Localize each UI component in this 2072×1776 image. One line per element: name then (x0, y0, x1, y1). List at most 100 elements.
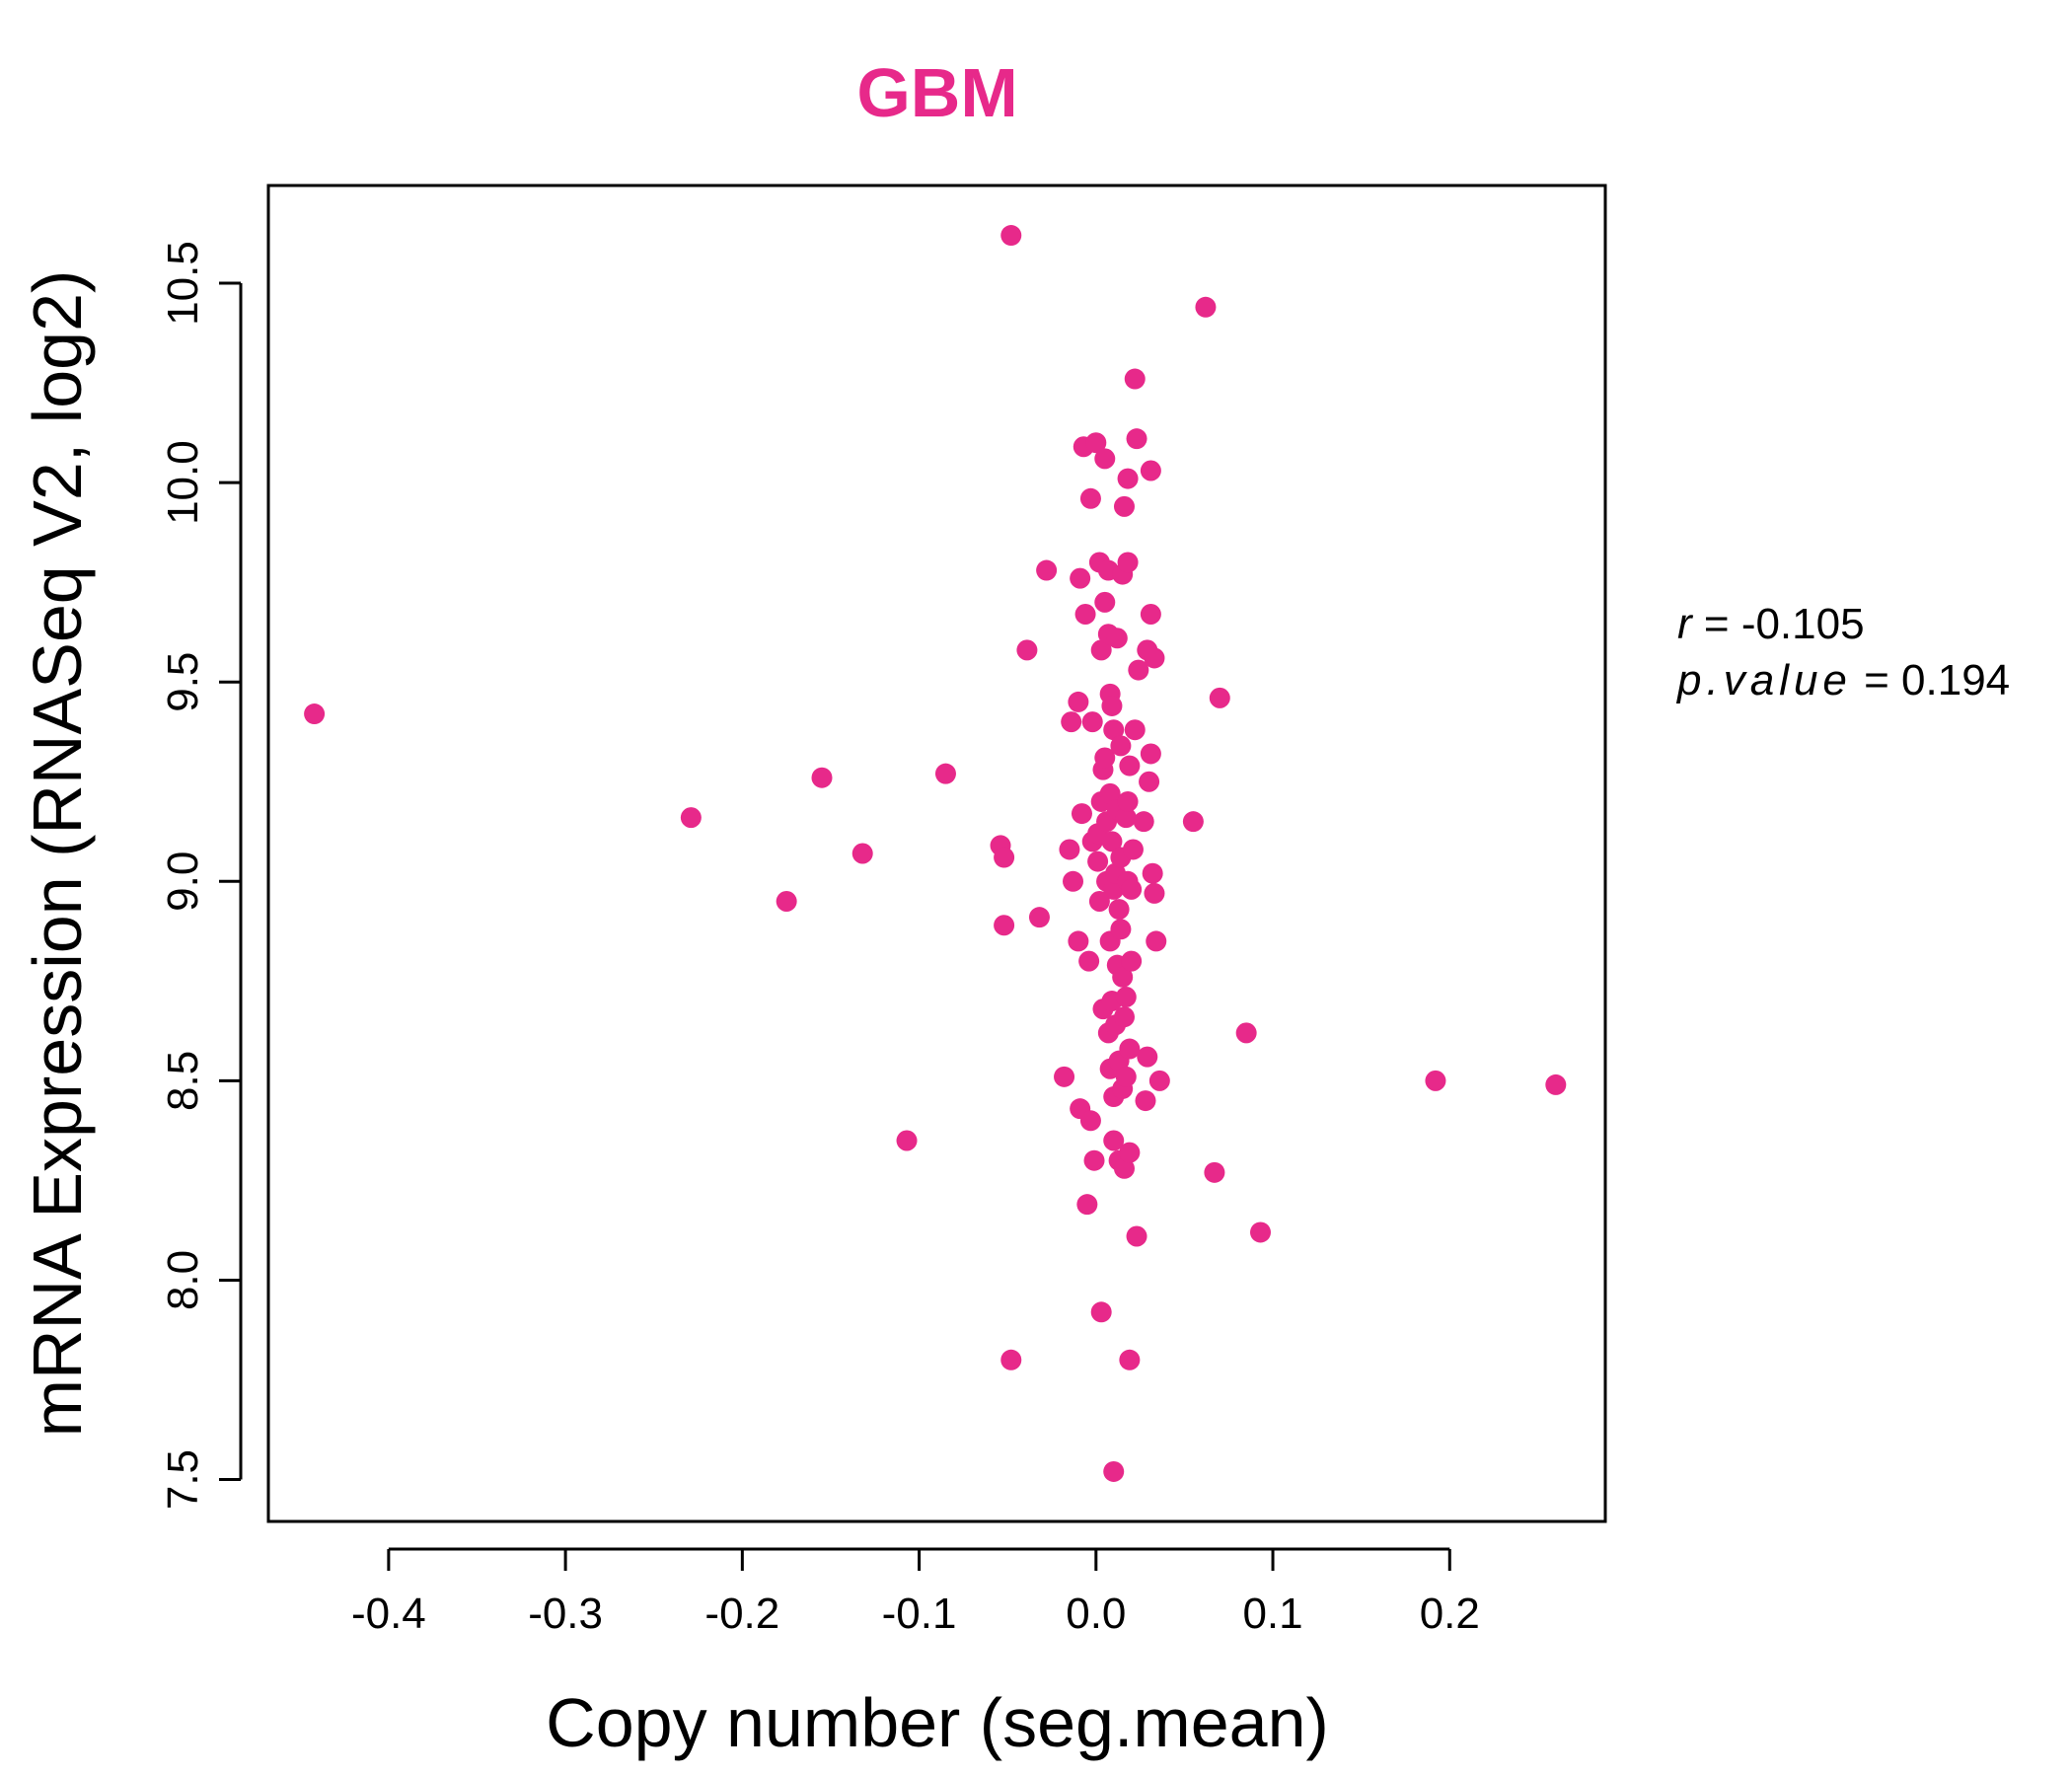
data-point (1117, 552, 1139, 573)
data-point (1081, 711, 1103, 733)
data-point (1054, 1066, 1075, 1087)
data-point (1115, 1066, 1137, 1087)
data-point (1204, 1161, 1225, 1183)
data-point (1061, 711, 1082, 733)
data-point (1000, 225, 1022, 247)
p-label: p.value (1675, 656, 1852, 704)
data-point (1115, 987, 1137, 1008)
data-point (776, 891, 797, 913)
data-point (1103, 1460, 1125, 1482)
y-tick-label: 10.0 (159, 440, 207, 525)
data-point (1117, 790, 1139, 812)
x-tick-label: 0.2 (1420, 1590, 1480, 1638)
y-tick-label: 8.5 (159, 1051, 207, 1111)
x-tick-label: -0.1 (882, 1590, 957, 1638)
data-point (304, 703, 326, 725)
data-point (1016, 639, 1038, 661)
data-point (1249, 1221, 1271, 1243)
data-point (1074, 603, 1096, 625)
data-point (1148, 1070, 1170, 1091)
data-point (1059, 839, 1080, 860)
data-point (1070, 567, 1091, 589)
data-point (1063, 870, 1084, 892)
y-tick-label: 9.5 (159, 652, 207, 712)
data-point (1103, 719, 1125, 741)
data-point (1122, 839, 1144, 860)
data-point (1085, 432, 1107, 454)
data-point (1094, 747, 1116, 769)
data-point (1142, 862, 1163, 884)
data-point (1124, 719, 1146, 741)
data-point (1101, 831, 1123, 852)
data-point (1087, 851, 1109, 872)
r-equals: = (1692, 600, 1741, 648)
data-point (896, 1130, 918, 1151)
data-point (1090, 639, 1112, 661)
data-point (1117, 468, 1139, 489)
data-point (1078, 950, 1100, 972)
data-point (1076, 1194, 1098, 1216)
data-point (1139, 771, 1160, 792)
data-point (1425, 1070, 1446, 1091)
data-point (1068, 930, 1089, 952)
data-point (1545, 1073, 1567, 1095)
data-point (1110, 735, 1132, 757)
svg-text:p.value = 0.194: p.value = 0.194 (1675, 656, 2010, 704)
x-tick-label: 0.0 (1066, 1590, 1126, 1638)
data-point (1079, 487, 1101, 509)
data-point (1028, 907, 1050, 928)
data-point (1121, 950, 1143, 972)
data-point (1124, 368, 1146, 390)
data-point (1235, 1022, 1257, 1044)
x-tick-label: 0.1 (1242, 1590, 1302, 1638)
stats-annotation: r = -0.105 p.value = 0.194 (1675, 600, 2010, 704)
data-point (851, 843, 873, 864)
plot-frame (266, 184, 1607, 1523)
data-point (1144, 882, 1165, 904)
r-value: -0.105 (1741, 600, 1865, 648)
data-point (1090, 1301, 1112, 1323)
data-point (1079, 1110, 1101, 1132)
data-point (1144, 647, 1165, 669)
data-point (1115, 807, 1137, 829)
y-tick-label: 7.5 (159, 1449, 207, 1510)
data-point (1119, 755, 1141, 777)
data-point (1137, 1046, 1158, 1068)
data-point (1126, 1225, 1147, 1247)
data-point (1209, 687, 1230, 708)
data-point (934, 763, 956, 784)
x-axis: -0.4 -0.3 -0.2 -0.1 0.0 0.1 0.2 (351, 1547, 1480, 1638)
data-point (1112, 966, 1134, 988)
data-point (680, 807, 702, 829)
y-tick-label: 9.0 (159, 851, 207, 912)
data-point (994, 915, 1015, 936)
data-point (1133, 811, 1154, 833)
p-equals: = (1852, 656, 1901, 704)
y-axis: 7.5 8.0 8.5 9.0 9.5 10.0 10.5 (159, 241, 243, 1510)
chart-title: GBM (856, 54, 1017, 131)
x-tick-label: -0.4 (351, 1590, 426, 1638)
y-tick-label: 8.0 (159, 1250, 207, 1310)
y-tick-label: 10.5 (159, 241, 207, 326)
data-point (1126, 428, 1147, 450)
data-point (1101, 695, 1123, 716)
data-point (1110, 919, 1132, 940)
data-point (1106, 628, 1128, 649)
data-point (1113, 1157, 1135, 1179)
data-point (1088, 891, 1110, 913)
data-point (1103, 1130, 1125, 1151)
data-point (1140, 603, 1161, 625)
data-point (1121, 878, 1143, 900)
x-tick-label: -0.3 (528, 1590, 603, 1638)
r-label: r (1677, 600, 1694, 648)
y-axis-title: mRNA Expression (RNASeq V2, log2) (19, 270, 96, 1438)
data-point (1140, 743, 1161, 765)
data-point (1128, 659, 1149, 681)
data-point (1135, 1090, 1156, 1112)
data-point (1182, 811, 1204, 833)
x-tick-label: -0.2 (704, 1590, 779, 1638)
data-points (304, 225, 1567, 1482)
data-point (1068, 691, 1089, 712)
data-point (1113, 495, 1135, 517)
